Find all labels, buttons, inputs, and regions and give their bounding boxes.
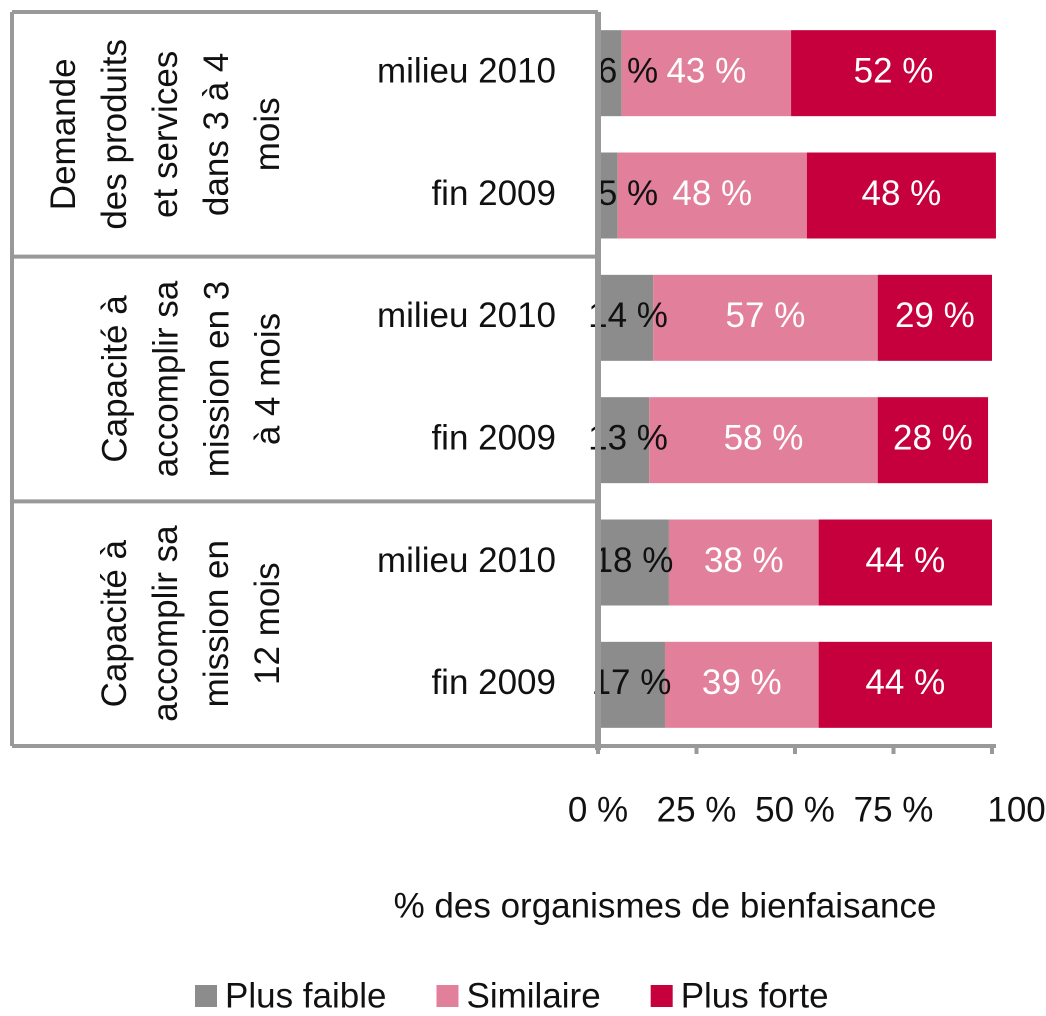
data-label: 5 % (598, 174, 658, 213)
group-label: Capacité à (95, 539, 134, 707)
group-label: 12 mois (248, 562, 287, 685)
data-label: 18 % (594, 541, 674, 580)
data-label: 14 % (588, 296, 668, 335)
data-label: 6 % (598, 51, 658, 90)
bar-segment (598, 397, 650, 484)
x-tick-label: 25 % (657, 790, 737, 829)
bar-segment (598, 274, 654, 361)
group-label: des produits (95, 39, 134, 230)
group-label: dans 3 à 4 (197, 53, 236, 216)
bar-segment (598, 30, 622, 117)
x-tick-label: 50 % (755, 790, 835, 829)
bar-segment (617, 152, 807, 239)
legend-label: Plus forte (681, 976, 829, 1015)
group-label: mission en 3 (197, 281, 236, 477)
bar-segment (621, 30, 792, 117)
x-tick-label: 75 % (854, 790, 934, 829)
data-label: 57 % (726, 296, 806, 335)
legend-label: Plus faible (225, 976, 386, 1015)
bar-segment (649, 397, 878, 484)
bar-segment (791, 30, 996, 117)
x-tick-label: 0 % (568, 790, 628, 829)
category-label: milieu 2010 (377, 51, 556, 90)
data-label: 43 % (666, 51, 746, 90)
bar-segment (818, 519, 992, 606)
bar-segment (598, 641, 665, 728)
bar-segment (664, 641, 819, 728)
group-label: et services (146, 51, 185, 218)
data-label: 58 % (724, 418, 804, 457)
group-label: mission en (197, 540, 236, 707)
data-label: 44 % (865, 663, 945, 702)
x-tick-label: 100 % (987, 790, 1046, 829)
bar-segment (598, 519, 669, 606)
data-label: 38 % (704, 541, 784, 580)
group-label: Capacité à (95, 295, 134, 463)
bar-segment (653, 274, 878, 361)
data-label: 48 % (861, 174, 941, 213)
bar-segment (877, 274, 992, 361)
data-label: 13 % (588, 418, 668, 457)
group-label: mois (248, 97, 287, 171)
bar-segment (668, 519, 819, 606)
data-label: 48 % (672, 174, 752, 213)
data-label: 44 % (865, 541, 945, 580)
group-label: accomplir sa (146, 280, 185, 477)
data-label: 28 % (893, 418, 973, 457)
data-label: 39 % (702, 663, 782, 702)
bar-segment (877, 397, 989, 484)
legend-swatch (195, 985, 217, 1007)
bar-segment (806, 152, 996, 239)
group-label: Demande (44, 58, 83, 210)
bar-segment (818, 641, 992, 728)
category-label: milieu 2010 (377, 541, 556, 580)
category-label: fin 2009 (431, 663, 556, 702)
category-label: fin 2009 (431, 418, 556, 457)
category-label: milieu 2010 (377, 296, 556, 335)
legend-label: Similaire (466, 976, 600, 1015)
data-label: 52 % (854, 51, 934, 90)
bar-segment (598, 152, 618, 239)
group-label: accomplir sa (146, 525, 185, 722)
legend-swatch (650, 985, 673, 1007)
group-label: à 4 mois (248, 313, 287, 445)
legend-swatch (436, 985, 459, 1007)
x-axis-label: % des organismes de bienfaisance (394, 886, 937, 925)
data-label: 29 % (895, 296, 975, 335)
category-label: fin 2009 (431, 174, 556, 213)
data-label: 17 % (592, 663, 672, 702)
